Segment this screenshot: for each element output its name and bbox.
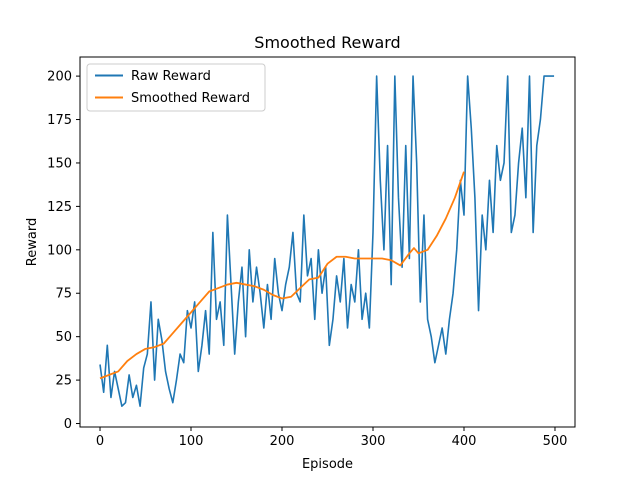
y-tick-label: 25 — [55, 374, 72, 389]
legend-box — [86, 63, 266, 112]
x-tick-label: 100 — [179, 434, 204, 449]
y-tick-label: 50 — [55, 330, 72, 345]
y-tick-label: 150 — [47, 156, 72, 171]
x-axis-label: Episode — [302, 457, 353, 472]
y-axis-label: Reward — [25, 218, 40, 266]
x-tick-label: 300 — [361, 434, 386, 449]
y-tick-label: 75 — [55, 287, 72, 302]
y-tick-label: 200 — [47, 70, 72, 85]
y-tick-label: 175 — [47, 113, 72, 128]
legend-label-raw-reward: Raw Reward — [131, 69, 211, 84]
x-tick-label: 500 — [543, 434, 568, 449]
x-tick-label: 0 — [96, 434, 104, 449]
legend-label-smoothed-reward: Smoothed Reward — [131, 91, 250, 106]
legend: Raw Reward Smoothed Reward — [86, 63, 266, 112]
y-tick-label: 100 — [47, 243, 72, 258]
x-tick-label: 400 — [452, 434, 477, 449]
chart-title: Smoothed Reward — [254, 33, 400, 52]
x-axis: 0 100 200 300 400 500 — [96, 427, 568, 449]
series-line-smoothed-reward — [99, 171, 465, 380]
y-axis: 0 25 50 75 100 125 150 175 200 — [47, 70, 80, 432]
series-line-raw-reward — [99, 75, 555, 407]
y-tick-label: 0 — [64, 417, 72, 432]
plot-area — [99, 75, 555, 407]
x-tick-label: 200 — [270, 434, 295, 449]
y-tick-label: 125 — [47, 200, 72, 215]
plot-frame — [79, 56, 576, 428]
